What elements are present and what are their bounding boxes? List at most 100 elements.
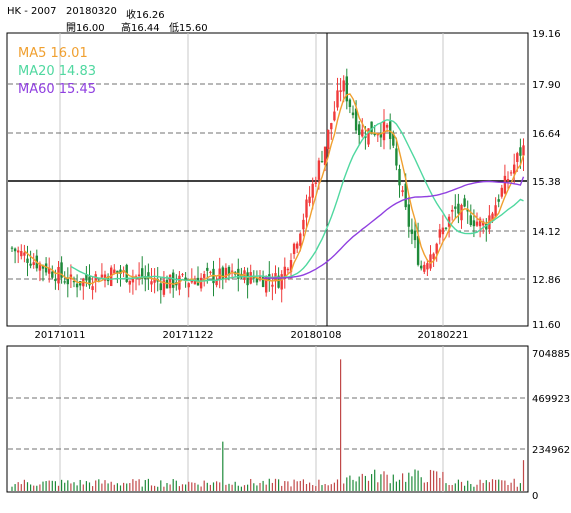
volume-bar [14, 484, 16, 491]
volume-tick-label: 234962 [532, 445, 570, 456]
volume-bar [225, 484, 227, 491]
candle-body [159, 283, 162, 291]
volume-bar [17, 482, 19, 491]
candle-body [497, 199, 500, 202]
volume-bar [439, 477, 441, 491]
volume-bar [206, 482, 208, 491]
volume-bar [138, 479, 140, 491]
close-price: 收16.26 [126, 10, 165, 21]
candle-body [181, 274, 184, 276]
candle-body [26, 258, 29, 263]
volume-bar [315, 486, 317, 491]
volume-bar [48, 480, 50, 491]
candle-body [416, 236, 420, 265]
x-tick-label: 20171122 [163, 330, 214, 341]
volume-bar [154, 485, 156, 491]
volume-bar [203, 480, 205, 491]
volume-bar [268, 478, 270, 491]
volume-bar [445, 483, 447, 491]
volume-bar [70, 483, 72, 491]
volume-bar [163, 486, 165, 491]
candle-body [373, 133, 376, 135]
volume-tick-label: 0 [532, 491, 538, 502]
stock-code: HK - 2007 [7, 6, 57, 17]
volume-bar [374, 469, 376, 491]
candle-body [376, 134, 379, 136]
volume-bar [327, 485, 329, 491]
volume-bar [479, 479, 481, 491]
candle-body [420, 265, 423, 269]
candle-body [441, 227, 445, 235]
candle-body [398, 168, 401, 186]
volume-bar [82, 484, 84, 491]
volume-bar [321, 485, 323, 491]
candle-body [469, 215, 472, 226]
volume-bar [309, 482, 311, 491]
low-price: 低15.60 [169, 23, 208, 34]
candle-body [358, 124, 361, 135]
candle-body [193, 280, 197, 285]
candle-body [141, 268, 144, 279]
price-panel-frame [6, 32, 529, 327]
candle-body [57, 266, 60, 284]
volume-bar [330, 484, 332, 491]
candle-body [485, 223, 488, 230]
volume-bar [473, 486, 475, 491]
volume-bar [281, 485, 283, 491]
candle-body [227, 266, 231, 276]
volume-bar [135, 480, 137, 491]
y-tick-label: 12.86 [532, 275, 561, 286]
volume-bar [219, 482, 221, 491]
candle-body [305, 199, 308, 218]
candle-body [392, 133, 395, 146]
high-price: 高16.44 [121, 23, 160, 34]
volume-bar [113, 484, 115, 491]
volume-bar [23, 479, 25, 491]
y-tick-label: 11.60 [532, 320, 561, 331]
candle-body [333, 111, 336, 121]
candle-body [354, 108, 358, 131]
candle-body [478, 218, 482, 227]
candle-body [463, 198, 466, 207]
volume-bar [451, 485, 453, 491]
volume-bar [389, 483, 391, 491]
legend-ma20: MA20 14.83 [18, 64, 96, 79]
volume-bar [296, 481, 298, 491]
candle-body [385, 124, 389, 128]
volume-bar [110, 481, 112, 491]
volume-bar [126, 483, 128, 491]
volume-gridlines [8, 397, 527, 450]
candle-body [491, 213, 494, 221]
volume-bar [160, 480, 162, 491]
candle-body [283, 266, 286, 280]
volume-bar [200, 486, 202, 491]
x-tick-label: 20180108 [291, 330, 342, 341]
volume-bar [132, 479, 134, 491]
candle-body [119, 269, 122, 274]
volume-bar [426, 482, 428, 491]
candle-body [286, 268, 290, 271]
ma60-line [263, 176, 525, 279]
candle-body [296, 243, 299, 249]
volume-bar [33, 485, 35, 491]
candle-body [317, 160, 321, 180]
candle-body [230, 270, 234, 272]
volume-bar [467, 480, 469, 491]
volume-bar [150, 485, 153, 491]
candle-body [488, 215, 491, 230]
volume-bar [470, 484, 472, 491]
volume-bar [54, 481, 56, 491]
volume-bar [181, 484, 184, 491]
candle-body [255, 278, 259, 283]
candle-body [401, 190, 404, 193]
candle-body [382, 121, 386, 141]
candle-body [364, 136, 367, 138]
volume-bar [482, 482, 484, 491]
legend-ma5: MA5 16.01 [18, 46, 88, 61]
volume-bar [39, 484, 41, 491]
candle-body [150, 281, 153, 285]
candle-body [451, 209, 454, 212]
y-tick-label: 16.64 [532, 129, 561, 140]
volume-bar [216, 481, 218, 491]
candle-body [32, 262, 35, 265]
